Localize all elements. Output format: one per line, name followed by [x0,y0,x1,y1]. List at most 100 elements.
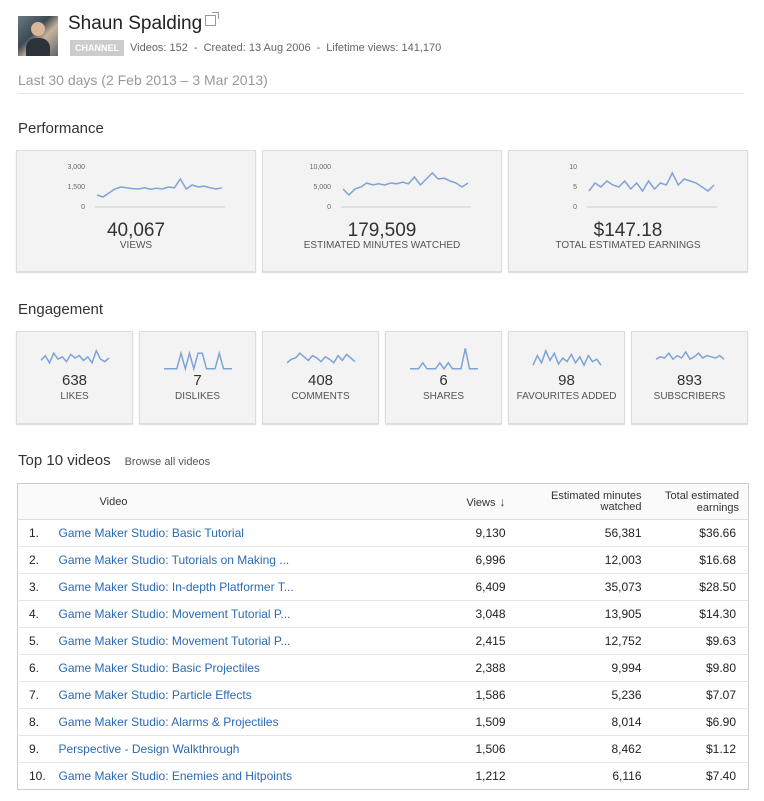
metric-value: 638 [61,372,88,389]
earnings-cell: $6.90 [653,708,749,736]
browse-all-videos-link[interactable]: Browse all videos [124,456,211,468]
earnings-cell: $1.12 [653,735,749,763]
earnings-cell: $9.63 [653,627,749,655]
rank-cell: 4. [17,600,58,628]
rank-cell: 10. [29,769,46,783]
external-link-icon[interactable] [205,12,220,26]
metric-label: SUBSCRIBERS [653,391,726,402]
video-title-link[interactable]: Game Maker Studio: In-depth Platformer T… [57,573,388,601]
minutes-cell: 9,994 [517,654,654,682]
earnings-cell: $7.07 [653,681,749,709]
views-column-header[interactable]: Views ↓ [387,483,518,520]
divider [18,93,744,94]
metric-label: LIKES [60,391,89,402]
earnings-cell: $36.66 [653,519,749,547]
meta-separator: - [193,42,198,54]
rank-cell: 7. [17,681,58,709]
video-count: Videos: 152 [130,42,188,54]
metric-label: ESTIMATED MINUTES WATCHED [303,240,461,251]
minutes-column-header[interactable]: Estimated minutes watched [517,483,654,520]
rank-cell: 9. [17,735,58,763]
lifetime-views: Lifetime views: 141,170 [326,42,442,54]
engagement-card[interactable]: 6 SHARES [385,331,502,424]
earnings-cell: $28.50 [653,573,749,601]
top-videos-header: Top 10 videos Browse all videos [18,452,210,469]
rank-cell: 1. [17,519,58,547]
views-cell: 1,212 [475,769,506,783]
video-title-link[interactable]: Game Maker Studio: Tutorials on Making .… [57,546,388,574]
video-title-link[interactable]: Game Maker Studio: Alarms & Projectiles [57,708,388,736]
y-tick-label: 5 [573,184,577,191]
rank-header [17,483,58,520]
video-column-header: Video [57,483,388,520]
views-cell: 1,586 [387,681,518,709]
table-header-row: Video Views ↓ Estimated minutes watched T… [17,483,749,520]
rank-cell: 2. [17,546,58,574]
metric-value: 6 [439,372,448,389]
y-tick-label: 0 [573,204,577,211]
metric-label: DISLIKES [174,391,221,402]
sparkline [286,352,356,364]
y-tick-label: 3,000 [67,164,85,171]
video-title-link[interactable]: Game Maker Studio: Movement Tutorial P..… [57,627,388,655]
sparkline-chart [40,348,110,365]
table-row: 8. Game Maker Studio: Alarms & Projectile… [17,708,749,736]
video-title-link[interactable]: Perspective - Design Walkthrough [57,735,388,763]
performance-card[interactable]: 10 5 0 $147.18 TOTAL ESTIMATED EARNINGS [508,150,748,272]
rank-cell: 3. [17,573,58,601]
engagement-card[interactable]: 98 FAVOURITES ADDED [508,331,625,424]
views-cell: 9,130 [387,519,518,547]
video-title-link[interactable]: Game Maker Studio: Particle Effects [57,681,388,709]
minutes-cell: 8,014 [517,708,654,736]
date-range[interactable]: Last 30 days (2 Feb 2013 – 3 Mar 2013) [18,72,268,88]
video-title-link[interactable]: Game Maker Studio: Basic Projectiles [57,654,388,682]
performance-card[interactable]: 3,000 1,500 0 40,067 VIEWS [16,150,256,272]
avatar[interactable] [18,16,58,56]
table-row: 5. Game Maker Studio: Movement Tutorial P… [17,627,749,655]
video-title-link[interactable]: Game Maker Studio: Enemies and Hitpoints [58,769,292,783]
engagement-card[interactable]: 408 COMMENTS [262,331,379,424]
channel-name-text[interactable]: Shaun Spalding [68,13,203,34]
metric-label: SHARES [422,391,465,402]
channel-name[interactable]: Shaun Spalding [68,12,220,35]
engagement-card[interactable]: 638 LIKES [16,331,133,424]
minutes-cell: 13,905 [517,600,654,628]
channel-badge: CHANNEL [70,40,124,56]
performance-card[interactable]: 10,000 5,000 0 179,509 ESTIMATED MINUTES WAT… [262,150,502,272]
sparkline-chart [532,348,602,367]
sparkline [40,348,110,365]
views-header-label[interactable]: Views [466,496,496,509]
y-tick-label: 1,500 [67,184,85,191]
created-date: Created: 13 Aug 2006 [203,42,311,54]
sparkline-chart [410,348,478,371]
video-title-link[interactable]: Game Maker Studio: Movement Tutorial P..… [57,600,388,628]
minutes-cell: 5,236 [517,681,654,709]
video-title-link[interactable]: Game Maker Studio: Basic Tutorial [57,519,388,547]
y-tick-label: 10 [569,164,577,171]
earnings-cell: $9.80 [653,654,749,682]
rank-cell: 8. [17,708,58,736]
minutes-cell: 56,381 [517,519,654,547]
sparkline [655,350,725,361]
sort-down-icon[interactable]: ↓ [499,494,506,509]
views-cell: 1,506 [387,735,518,763]
minutes-cell: 35,073 [517,573,654,601]
earnings-cell: $7.40 [705,769,736,783]
metric-label: FAVOURITES ADDED [516,391,617,402]
channel-header: Shaun Spalding CHANNEL Videos: 152 - Cre… [18,12,758,59]
metric-value: 408 [307,372,334,389]
metric-label: TOTAL ESTIMATED EARNINGS [555,240,701,251]
channel-meta: CHANNEL Videos: 152 - Created: 13 Aug 20… [70,40,441,56]
table-row: 10. Game Maker Studio: Enemies and Hitpoi… [18,763,749,790]
earnings-column-header[interactable]: Total estimated earnings [653,483,749,520]
rank-cell: 6. [17,654,58,682]
table-row: 4. Game Maker Studio: Movement Tutorial P… [17,600,749,628]
engagement-card[interactable]: 7 DISLIKES [139,331,256,424]
minutes-cell: 8,462 [517,735,654,763]
table-row: 7. Game Maker Studio: Particle Effects 1,5… [17,681,749,709]
engagement-card[interactable]: 893 SUBSCRIBERS [631,331,748,424]
table-row: 3. Game Maker Studio: In-depth Platformer… [17,573,749,601]
sparkline [532,348,602,367]
sparkline-chart [655,350,725,361]
sparkline-chart: 10,000 5,000 0 [310,164,471,211]
